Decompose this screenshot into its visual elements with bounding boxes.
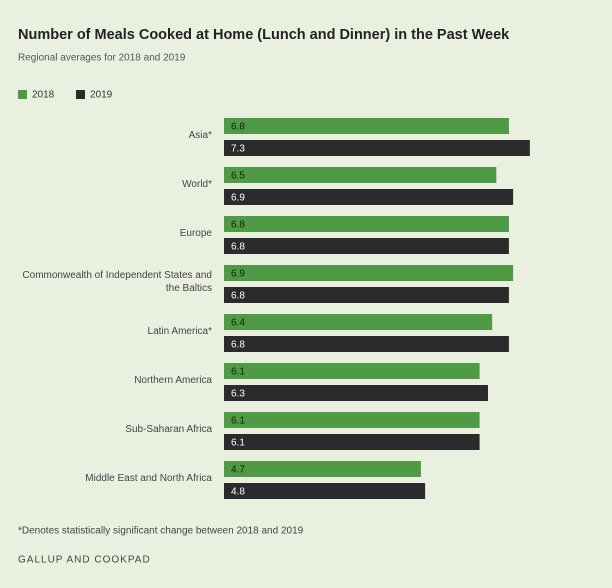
value-label: 6.9 bbox=[231, 193, 245, 204]
category-label: Asia* bbox=[188, 129, 212, 141]
value-label: 6.4 bbox=[231, 318, 245, 329]
category-label: Sub-Saharan Africa bbox=[125, 423, 212, 435]
bar bbox=[224, 118, 509, 134]
bar bbox=[224, 189, 514, 205]
value-label: 6.1 bbox=[231, 416, 245, 427]
bar bbox=[224, 287, 509, 303]
bar bbox=[224, 483, 426, 499]
bar bbox=[224, 385, 488, 401]
source: GALLUP AND COOKPAD bbox=[18, 555, 151, 566]
value-label: 6.9 bbox=[231, 269, 245, 280]
value-label: 6.8 bbox=[231, 122, 245, 133]
chart-subtitle: Regional averages for 2018 and 2019 bbox=[18, 53, 186, 64]
value-label: 6.8 bbox=[231, 220, 245, 231]
value-label: 6.1 bbox=[231, 367, 245, 378]
category-label: Europe bbox=[179, 227, 212, 239]
category-label: Commonwealth of Independent States and t… bbox=[22, 270, 212, 294]
legend-label: 2018 bbox=[32, 90, 55, 101]
bar bbox=[224, 336, 509, 352]
bar bbox=[224, 167, 497, 183]
value-label: 6.1 bbox=[231, 438, 245, 449]
bar bbox=[224, 461, 421, 477]
bar bbox=[224, 216, 509, 232]
category-label: Northern America bbox=[134, 374, 212, 386]
bar bbox=[224, 434, 480, 450]
bar bbox=[224, 314, 493, 330]
bar bbox=[224, 140, 530, 156]
value-label: 7.3 bbox=[231, 144, 245, 155]
bar bbox=[224, 265, 514, 281]
category-label: Latin America* bbox=[147, 325, 212, 337]
legend-swatch bbox=[18, 90, 27, 99]
category-label: World* bbox=[182, 178, 212, 190]
chart-title: Number of Meals Cooked at Home (Lunch an… bbox=[18, 27, 510, 43]
bar bbox=[224, 238, 509, 254]
value-label: 6.8 bbox=[231, 242, 245, 253]
category-label: Middle East and North Africa bbox=[85, 472, 212, 484]
value-label: 6.8 bbox=[231, 291, 245, 302]
value-label: 4.7 bbox=[231, 465, 245, 476]
legend-swatch bbox=[76, 90, 85, 99]
value-label: 6.3 bbox=[231, 389, 245, 400]
footnote: *Denotes statistically significant chang… bbox=[18, 526, 304, 537]
value-label: 4.8 bbox=[231, 487, 245, 498]
value-label: 6.8 bbox=[231, 340, 245, 351]
bar bbox=[224, 363, 480, 379]
value-label: 6.5 bbox=[231, 171, 245, 182]
bar bbox=[224, 412, 480, 428]
legend-label: 2019 bbox=[90, 90, 113, 101]
